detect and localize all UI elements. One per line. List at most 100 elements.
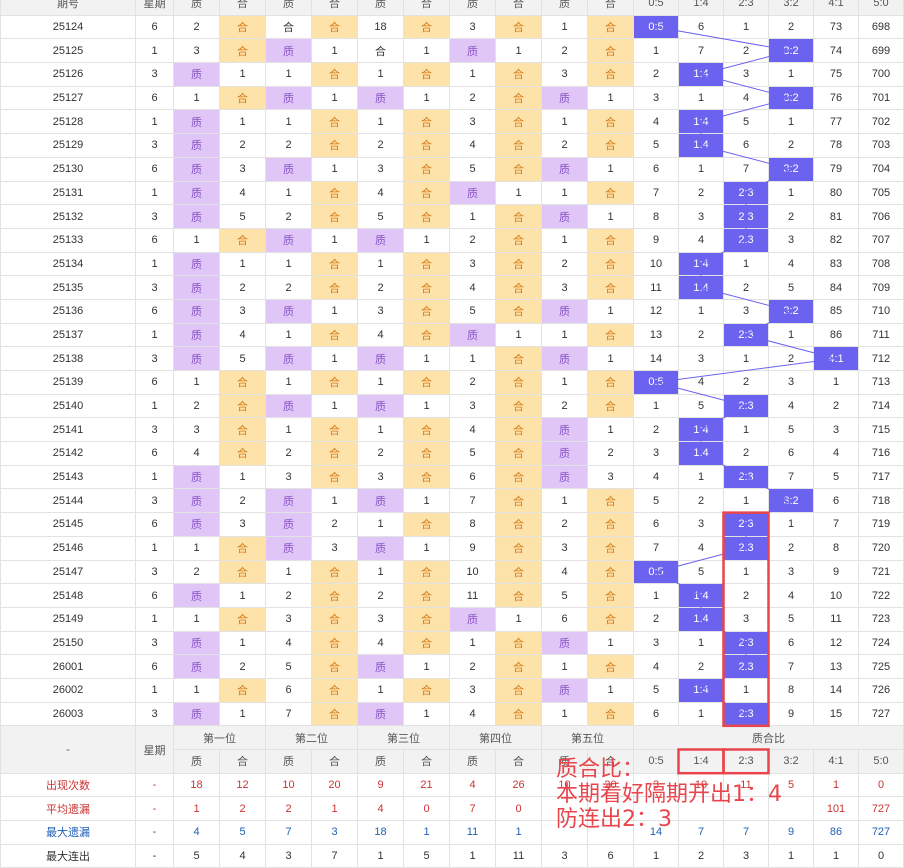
digit-cell: 合 [587, 583, 634, 608]
ratio-cell: 710 [858, 298, 904, 324]
digit-cell: 2 [541, 133, 588, 158]
ratio-cell: 1:4 [678, 417, 724, 443]
digit-cell: 合 [311, 583, 358, 608]
ratio-cell: 6 [723, 133, 769, 158]
digit-cell: 质 [173, 156, 220, 182]
ratio-cell: 78 [813, 133, 859, 158]
digit-cell: 2 [173, 14, 220, 40]
digit-cell: 质 [265, 488, 312, 514]
col-subheader: 质 [357, 749, 404, 774]
digit-cell: 合 [219, 606, 266, 632]
ratio-cell: 2:3 [723, 180, 769, 206]
digit-cell: 质 [173, 275, 220, 300]
digit-cell: 1 [403, 701, 450, 727]
col-subheader: 质 [541, 749, 588, 774]
table-row: 25132 3 质 5 2 合 5 合 1 合质 1 8 3 2:3 2 81 706 [0, 204, 904, 229]
digit-cell: 合 [357, 38, 404, 64]
digit-cell: 质 [541, 464, 588, 490]
ratio-cell: 702 [858, 109, 904, 135]
weekday-cell: 3 [135, 62, 174, 87]
ratio-cell: 4 [813, 441, 859, 466]
period-cell: 25138 [0, 346, 136, 371]
digit-cell: 合 [587, 512, 634, 537]
ratio-cell: 721 [858, 559, 904, 585]
digit-cell: 质 [449, 606, 496, 632]
ratio-cell: 2 [768, 346, 814, 371]
digit-cell: 2 [265, 133, 312, 158]
stats-value [541, 796, 588, 822]
ratio-cell: 720 [858, 535, 904, 561]
digit-cell: 3 [357, 464, 404, 490]
digit-cell: 1 [587, 298, 634, 324]
ratio-cell: 2:3 [723, 535, 769, 561]
digit-cell: 5 [449, 441, 496, 466]
weekday-cell: 1 [135, 38, 174, 64]
digit-cell: 合 [587, 701, 634, 727]
stats-value: 3 [265, 843, 312, 868]
col-header: 质 [357, 0, 404, 16]
table-row: 25143 1 质 1 3 合 3 合 6 合质 3 4 1 2:3 7 5 717 [0, 464, 904, 490]
position-group-header: 第五位 [541, 725, 634, 750]
ratio-cell: 5 [678, 559, 724, 585]
table-row: 25130 6 质 3 质 1 3 合 5 合质 1 6 1 7 3:2 79 704 [0, 156, 904, 182]
ratio-cell: 2 [768, 14, 814, 40]
digit-cell: 1 [587, 630, 634, 656]
ratio-subheader: 5:0 [858, 749, 904, 774]
ratio-cell: 1 [768, 62, 814, 87]
digit-cell: 质 [173, 204, 220, 229]
ratio-cell: 709 [858, 275, 904, 300]
weekday-cell: 1 [135, 109, 174, 135]
digit-cell: 1 [265, 251, 312, 277]
ratio-cell: 1:4 [678, 133, 724, 158]
digit-cell: 质 [173, 464, 220, 490]
period-cell: 25145 [0, 512, 136, 537]
digit-cell: 4 [173, 441, 220, 466]
table-row: 25135 3 质 2 2 合 2 合 4 合 3 合 11 1:4 2 5 84 709 [0, 275, 904, 300]
digit-cell: 合 [495, 204, 542, 229]
digit-cell: 质 [265, 535, 312, 561]
weekday-cell: 1 [135, 393, 174, 419]
ratio-cell: 2 [678, 322, 724, 348]
digit-cell: 1 [219, 583, 266, 608]
digit-cell: 2 [173, 393, 220, 419]
digit-cell: 质 [265, 85, 312, 111]
digit-cell: 4 [449, 275, 496, 300]
digit-cell: 合 [495, 227, 542, 253]
ratio-cell: 4 [678, 370, 724, 395]
stats-value: 3 [311, 820, 358, 845]
digit-cell: 合 [587, 393, 634, 419]
ratio-cell: 8 [633, 204, 679, 229]
stats-value: 0 [495, 796, 542, 822]
ratio-cell: 1 [768, 322, 814, 348]
digit-cell: 4 [541, 559, 588, 585]
table-row: 25136 6 质 3 质 1 3 合 5 合质 1 12 1 3 3:2 85 710 [0, 298, 904, 324]
ratio-cell: 3:2 [768, 156, 814, 182]
digit-cell: 11 [449, 583, 496, 608]
table-row: 25144 3 质 2 质 1 质 1 7 合 1 合 5 2 1 3:2 6 718 [0, 488, 904, 514]
digit-cell: 合 [311, 441, 358, 466]
ratio-cell: 2 [678, 654, 724, 679]
digit-cell: 2 [357, 275, 404, 300]
digit-cell: 1 [541, 654, 588, 679]
header-row: 期号 星期质合质合质合质合质合 0:5 1:4 2:3 3:2 4:1 5:0 [0, 0, 904, 16]
digit-cell: 合 [403, 630, 450, 656]
digit-cell: 合 [311, 62, 358, 87]
digit-cell: 1 [219, 701, 266, 727]
digit-cell: 2 [541, 512, 588, 537]
table-row: 25147 3 2 合 1 合 1 合 10 合 4 合 0:5 5 1 3 9 721 [0, 559, 904, 585]
stats-value: 0 [858, 772, 904, 798]
digit-cell: 合 [403, 109, 450, 135]
stats-value: 1 [449, 843, 496, 868]
ratio-cell: 9 [813, 559, 859, 585]
weekday-header: 星期 [135, 0, 174, 16]
digit-cell: 1 [357, 109, 404, 135]
ratio-cell: 5 [723, 109, 769, 135]
ratio-cell: 707 [858, 227, 904, 253]
ratio-cell: 1 [768, 180, 814, 206]
digit-cell: 3 [449, 677, 496, 703]
ratio-cell: 703 [858, 133, 904, 158]
digit-cell: 合 [495, 464, 542, 490]
ratio-subheader: 2:3 [723, 749, 769, 774]
ratio-cell: 14 [633, 346, 679, 371]
col-header: 合 [495, 0, 542, 16]
